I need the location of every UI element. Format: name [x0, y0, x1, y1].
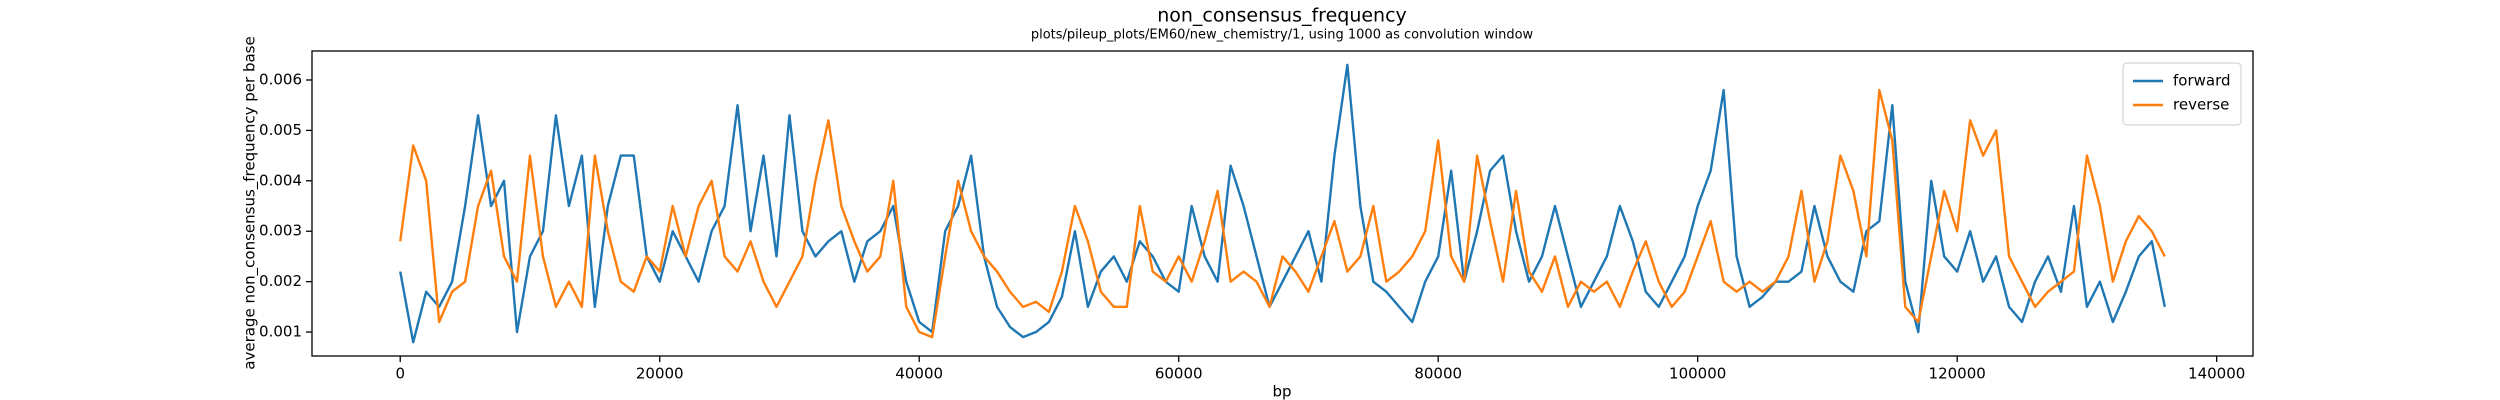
- x-tick-label: 100000: [1669, 365, 1726, 383]
- x-tick-label: 140000: [2188, 365, 2245, 383]
- y-tick-label: 0.004: [259, 171, 302, 189]
- x-axis-label: bp: [1272, 383, 1291, 400]
- x-tick-label: 40000: [895, 365, 943, 383]
- x-tick-label: 80000: [1414, 365, 1462, 383]
- data-line: [399, 88, 2166, 339]
- y-tick-label: 0.006: [259, 70, 302, 88]
- data-line: [399, 63, 2166, 344]
- x-tick-label: 60000: [1155, 365, 1203, 383]
- x-tick-label: 120000: [1929, 365, 1986, 383]
- y-tick-label: 0.003: [259, 222, 302, 240]
- legend-box: [2122, 62, 2242, 126]
- legend: forward reverse: [2122, 62, 2242, 126]
- x-tick-label: 20000: [636, 365, 684, 383]
- y-axis-label: average non_consensus_frequency per base: [241, 36, 260, 369]
- y-tick-label: 0.005: [259, 121, 302, 139]
- legend-label: reverse: [2173, 96, 2229, 114]
- chart-subtitle: plots/pileup_plots/EM60/new_chemistry/1,…: [1031, 28, 1534, 43]
- plot-frame: [311, 50, 2254, 357]
- y-tick-label: 0.002: [259, 272, 302, 290]
- y-tick-label: 0.001: [259, 323, 302, 341]
- x-tick-label: 0: [395, 365, 405, 383]
- legend-label: forward: [2173, 72, 2231, 90]
- chart-title: non_consensus_frequency: [1157, 5, 1407, 27]
